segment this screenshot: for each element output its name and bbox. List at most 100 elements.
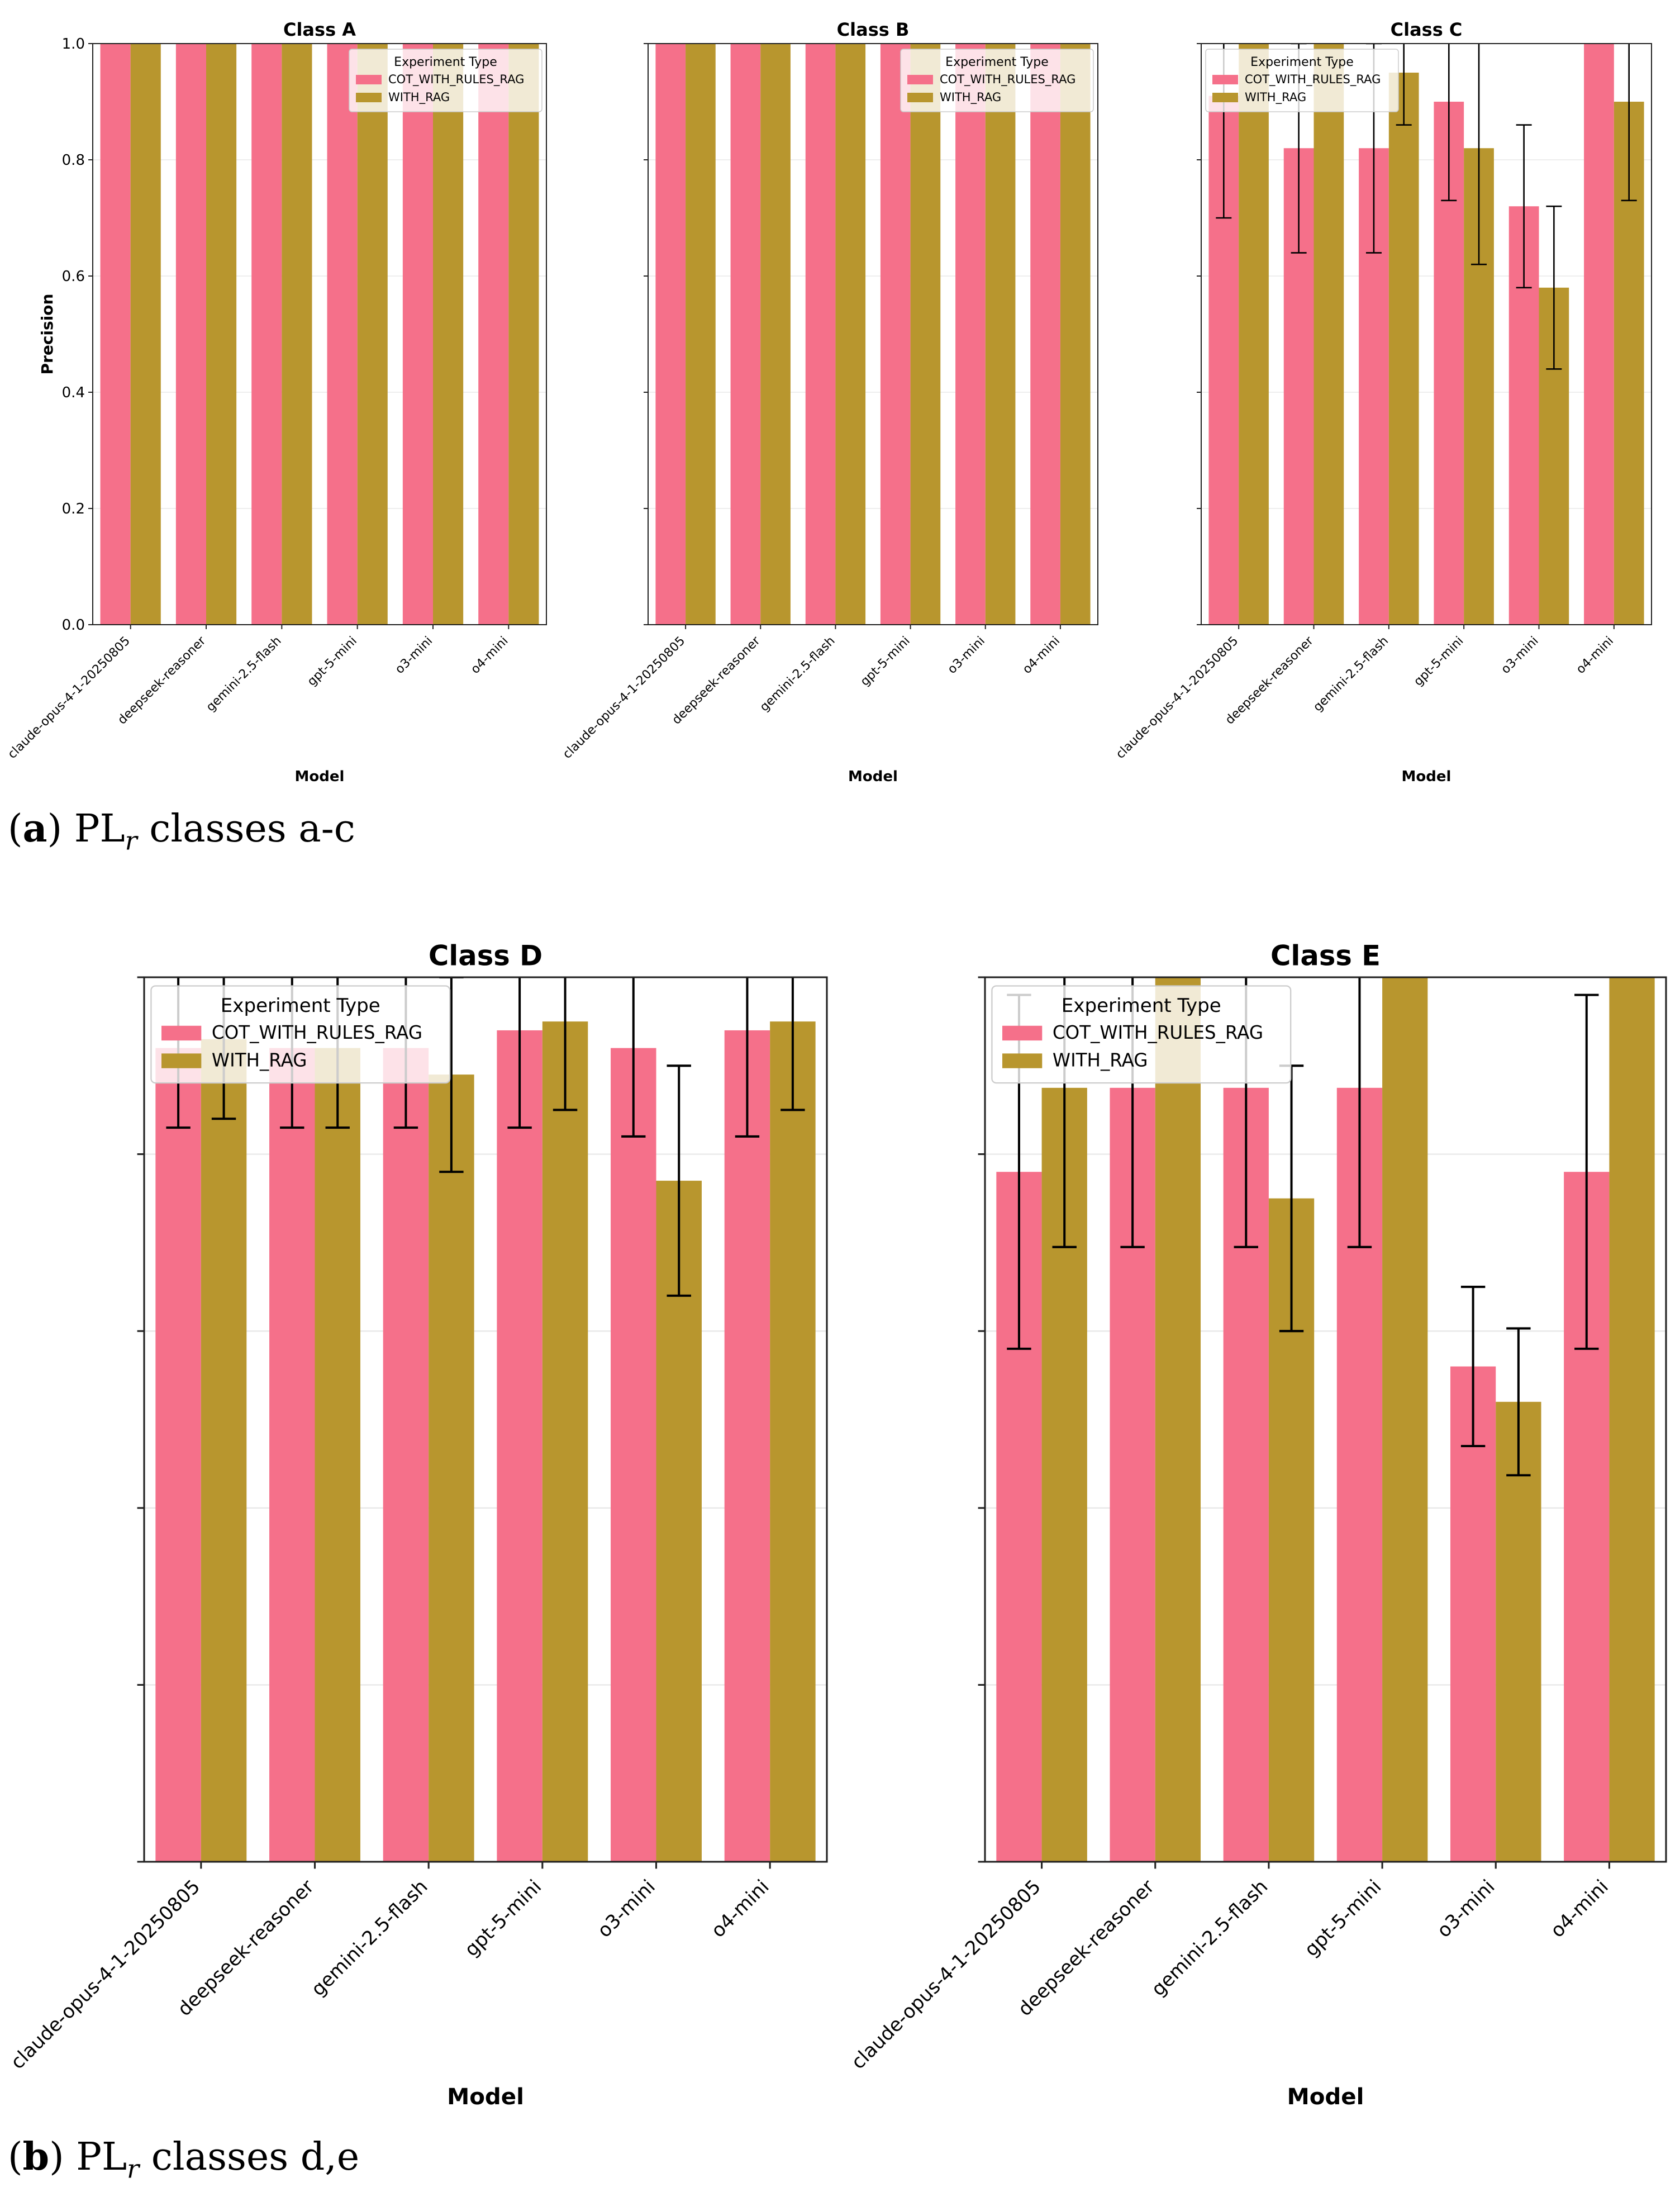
legend-box xyxy=(150,985,451,1084)
chart-title: Class D xyxy=(429,939,542,972)
x-tick-label-gpt-5-mini: gpt-5-mini xyxy=(1411,634,1466,689)
bar-with-rag-deepseek-reasoner xyxy=(315,1048,360,1862)
bar-with-rag-claude-opus-4-1-20250805 xyxy=(686,44,716,625)
chart-class-b: claude-opus-4-1-20250805deepseek-reasone… xyxy=(560,19,1098,785)
legend-box xyxy=(991,985,1292,1084)
y-tick-label: 0.0 xyxy=(62,617,85,634)
bar-cot-with-rules-rag-deepseek-reasoner xyxy=(175,44,206,625)
legend-label-with-rag: WITH_RAG xyxy=(388,91,450,104)
legend-label-with-rag: WITH_RAG xyxy=(940,91,1001,104)
legend-swatch-with-rag xyxy=(1212,93,1238,102)
plot-frame xyxy=(92,43,547,625)
bar-cot-with-rules-rag-o3-mini xyxy=(402,44,433,625)
errorbar-with-rag-gemini-2-5-flash xyxy=(1396,44,1412,126)
chart-class-d: claude-opus-4-1-20250805deepseek-reasone… xyxy=(6,939,828,2110)
x-tick-label-o4-mini: o4-mini xyxy=(1546,1876,1613,1942)
errorbar-with-rag-o4-mini xyxy=(1621,44,1637,202)
y-tick-label: 0.8 xyxy=(62,152,85,169)
bar-with-rag-gpt-5-mini xyxy=(910,44,941,625)
bar-with-rag-o4-mini xyxy=(1060,44,1091,625)
x-tick-label-o3-mini: o3-mini xyxy=(393,634,435,677)
bar-cot-with-rules-rag-gpt-5-mini xyxy=(497,1030,542,1862)
bar-with-rag-o3-mini xyxy=(985,44,1016,625)
errorbar-cot-with-rules-rag-o3-mini xyxy=(1516,124,1532,289)
bar-cot-with-rules-rag-gemini-2-5-flash xyxy=(251,44,282,625)
bar-with-rag-o4-mini xyxy=(770,1021,816,1862)
errorbar-with-rag-o3-mini xyxy=(1506,1327,1531,1477)
legend-swatch-with-rag xyxy=(161,1053,202,1068)
legend-swatch-with-rag xyxy=(907,93,933,102)
bar-with-rag-deepseek-reasoner xyxy=(760,44,791,625)
bar-cot-with-rules-rag-deepseek-reasoner xyxy=(269,1048,315,1862)
errorbar-cot-with-rules-rag-gpt-5-mini xyxy=(507,977,532,1129)
bar-cot-with-rules-rag-claude-opus-4-1-20250805 xyxy=(100,44,131,625)
x-tick-label-gemini-2-5-flash: gemini-2.5-flash xyxy=(204,634,284,715)
errorbar-cot-with-rules-rag-o4-mini xyxy=(1574,993,1599,1350)
plot-frame xyxy=(143,976,828,1863)
legend-box xyxy=(900,49,1094,112)
chart-class-e: claude-opus-4-1-20250805deepseek-reasone… xyxy=(847,939,1667,2110)
bar-cot-with-rules-rag-o3-mini xyxy=(955,44,986,625)
legend-swatch-with-rag xyxy=(356,93,382,102)
x-tick-label-gemini-2-5-flash: gemini-2.5-flash xyxy=(758,634,838,715)
x-tick-label-gemini-2-5-flash: gemini-2.5-flash xyxy=(1147,1876,1272,2001)
bar-cot-with-rules-rag-claude-opus-4-1-20250805 xyxy=(155,1048,201,1862)
plot-frame xyxy=(648,43,1098,625)
legend-swatch-cot-with-rules-rag xyxy=(356,75,382,84)
x-tick-label-o4-mini: o4-mini xyxy=(1574,634,1616,677)
legend-label-cot-with-rules-rag: COT_WITH_RULES_RAG xyxy=(388,73,524,87)
errorbar-with-rag-gemini-2-5-flash xyxy=(439,977,464,1173)
x-tick-label-gemini-2-5-flash: gemini-2.5-flash xyxy=(1311,634,1391,715)
x-tick-label-gpt-5-mini: gpt-5-mini xyxy=(460,1876,546,1961)
plot-frame xyxy=(1201,43,1652,625)
legend-label-cot-with-rules-rag: COT_WITH_RULES_RAG xyxy=(940,73,1075,87)
legend-swatch-cot-with-rules-rag xyxy=(161,1025,202,1041)
bar-cot-with-rules-rag-o4-mini xyxy=(478,44,509,625)
x-tick-label-gpt-5-mini: gpt-5-mini xyxy=(858,634,913,689)
bar-with-rag-gemini-2-5-flash xyxy=(429,1074,474,1862)
bar-cot-with-rules-rag-claude-opus-4-1-20250805 xyxy=(655,44,686,625)
x-axis-label: Model xyxy=(295,768,345,785)
legend-box xyxy=(1205,49,1399,112)
legend-swatch-cot-with-rules-rag xyxy=(907,75,933,84)
y-tick-label: 1.0 xyxy=(62,36,85,53)
x-tick-label-o3-mini: o3-mini xyxy=(1432,1876,1499,1942)
bar-with-rag-deepseek-reasoner xyxy=(1313,44,1344,625)
bar-cot-with-rules-rag-gpt-5-mini xyxy=(327,44,358,625)
bar-cot-with-rules-rag-gemini-2-5-flash xyxy=(383,1048,429,1862)
legend-label-with-rag: WITH_RAG xyxy=(1245,91,1306,104)
x-tick-label-o4-mini: o4-mini xyxy=(1020,634,1063,677)
legend-swatch-cot-with-rules-rag xyxy=(1002,1025,1043,1041)
x-tick-label-o3-mini: o3-mini xyxy=(593,1876,660,1942)
x-tick-label-gemini-2-5-flash: gemini-2.5-flash xyxy=(307,1876,432,2001)
chart-class-a: 0.0 0.2 0.4 0.6 0.8 1.0 claude-opus-4-1-202508… xyxy=(5,19,547,785)
legend-title: Experiment Type xyxy=(945,55,1049,69)
errorbar-with-rag-gpt-5-mini xyxy=(1471,44,1487,265)
bar-cot-with-rules-rag-o4-mini xyxy=(1030,44,1060,625)
legend-label-with-rag: WITH_RAG xyxy=(1053,1050,1148,1071)
x-tick-label-claude-opus-4-1-20250805: claude-opus-4-1-20250805 xyxy=(560,634,688,762)
errorbar-with-rag-o4-mini xyxy=(780,977,805,1111)
bar-with-rag-claude-opus-4-1-20250805 xyxy=(130,44,161,625)
bar-cot-with-rules-rag-o3-mini xyxy=(611,1048,656,1862)
legend: Experiment Type COT_WITH_RULES_RAG WITH_RA… xyxy=(1205,49,1399,112)
x-tick-label-o3-mini: o3-mini xyxy=(945,634,988,677)
bar-with-rag-claude-opus-4-1-20250805 xyxy=(201,1039,247,1862)
x-axis-label: Model xyxy=(848,768,898,785)
y-tick-label: 0.2 xyxy=(62,501,85,517)
y-tick-label: 0.4 xyxy=(62,384,85,401)
x-tick-label-deepseek-reasoner: deepseek-reasoner xyxy=(115,634,209,728)
bar-with-rag-claude-opus-4-1-20250805 xyxy=(1239,44,1269,625)
bar-with-rag-o3-mini xyxy=(433,44,464,625)
errorbar-with-rag-o3-mini xyxy=(667,1064,691,1297)
bar-with-rag-o4-mini xyxy=(1609,977,1655,1862)
y-axis-label: Precision xyxy=(38,294,56,375)
bar-cot-with-rules-rag-gemini-2-5-flash xyxy=(805,44,836,625)
bar-with-rag-o4-mini xyxy=(508,44,539,625)
legend-title: Experiment Type xyxy=(1062,995,1221,1017)
errorbar-with-rag-o3-mini xyxy=(1546,205,1562,370)
legend: Experiment Type COT_WITH_RULES_RAG WITH_RA… xyxy=(349,49,542,112)
legend: Experiment Type COT_WITH_RULES_RAG WITH_RA… xyxy=(150,985,451,1084)
y-tick-label: 0.6 xyxy=(62,268,85,285)
bar-with-rag-gemini-2-5-flash xyxy=(1388,73,1419,625)
